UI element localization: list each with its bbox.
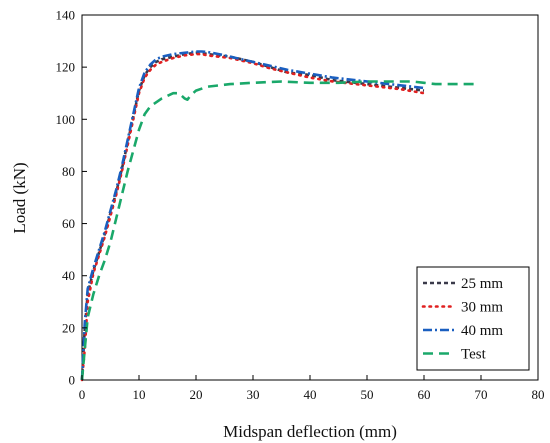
- legend-label: 30 mm: [461, 300, 503, 316]
- x-tick-label: 70: [475, 387, 488, 402]
- x-tick-label: 40: [304, 387, 317, 402]
- y-tick-label: 60: [62, 216, 75, 231]
- series-line-25-mm: [80, 51, 425, 381]
- series-line-test: [80, 80, 476, 381]
- legend-label: Test: [461, 347, 487, 363]
- x-tick-label: 10: [133, 387, 146, 402]
- y-axis: 0 20 40 60 80 100 120 140: [56, 8, 87, 388]
- x-tick-label: 60: [418, 387, 431, 402]
- y-tick-label: 140: [56, 8, 76, 23]
- x-tick-label: 50: [361, 387, 374, 402]
- legend-label: 25 mm: [461, 276, 503, 292]
- x-axis: 0 10 20 30 40 50 60 70 80: [79, 375, 545, 402]
- y-axis-title: Load (kN): [10, 162, 29, 233]
- legend-box: [416, 266, 530, 371]
- y-tick-label: 120: [56, 60, 76, 75]
- y-tick-label: 80: [62, 164, 75, 179]
- series-layer: [80, 50, 476, 382]
- x-axis-title: Midspan deflection (mm): [223, 422, 397, 441]
- y-tick-label: 0: [69, 373, 76, 388]
- y-tick-label: 40: [62, 268, 75, 283]
- x-tick-label: 30: [247, 387, 260, 402]
- legend: 25 mm 30 mm 40 mm Test: [416, 266, 530, 371]
- series-line-30-mm: [80, 52, 426, 382]
- x-tick-label: 20: [190, 387, 203, 402]
- y-tick-label: 100: [56, 112, 76, 127]
- x-tick-label: 0: [79, 387, 86, 402]
- x-tick-label: 80: [532, 387, 545, 402]
- legend-label: 40 mm: [461, 323, 503, 339]
- series-line-40-mm: [80, 50, 425, 381]
- y-tick-label: 20: [62, 320, 75, 335]
